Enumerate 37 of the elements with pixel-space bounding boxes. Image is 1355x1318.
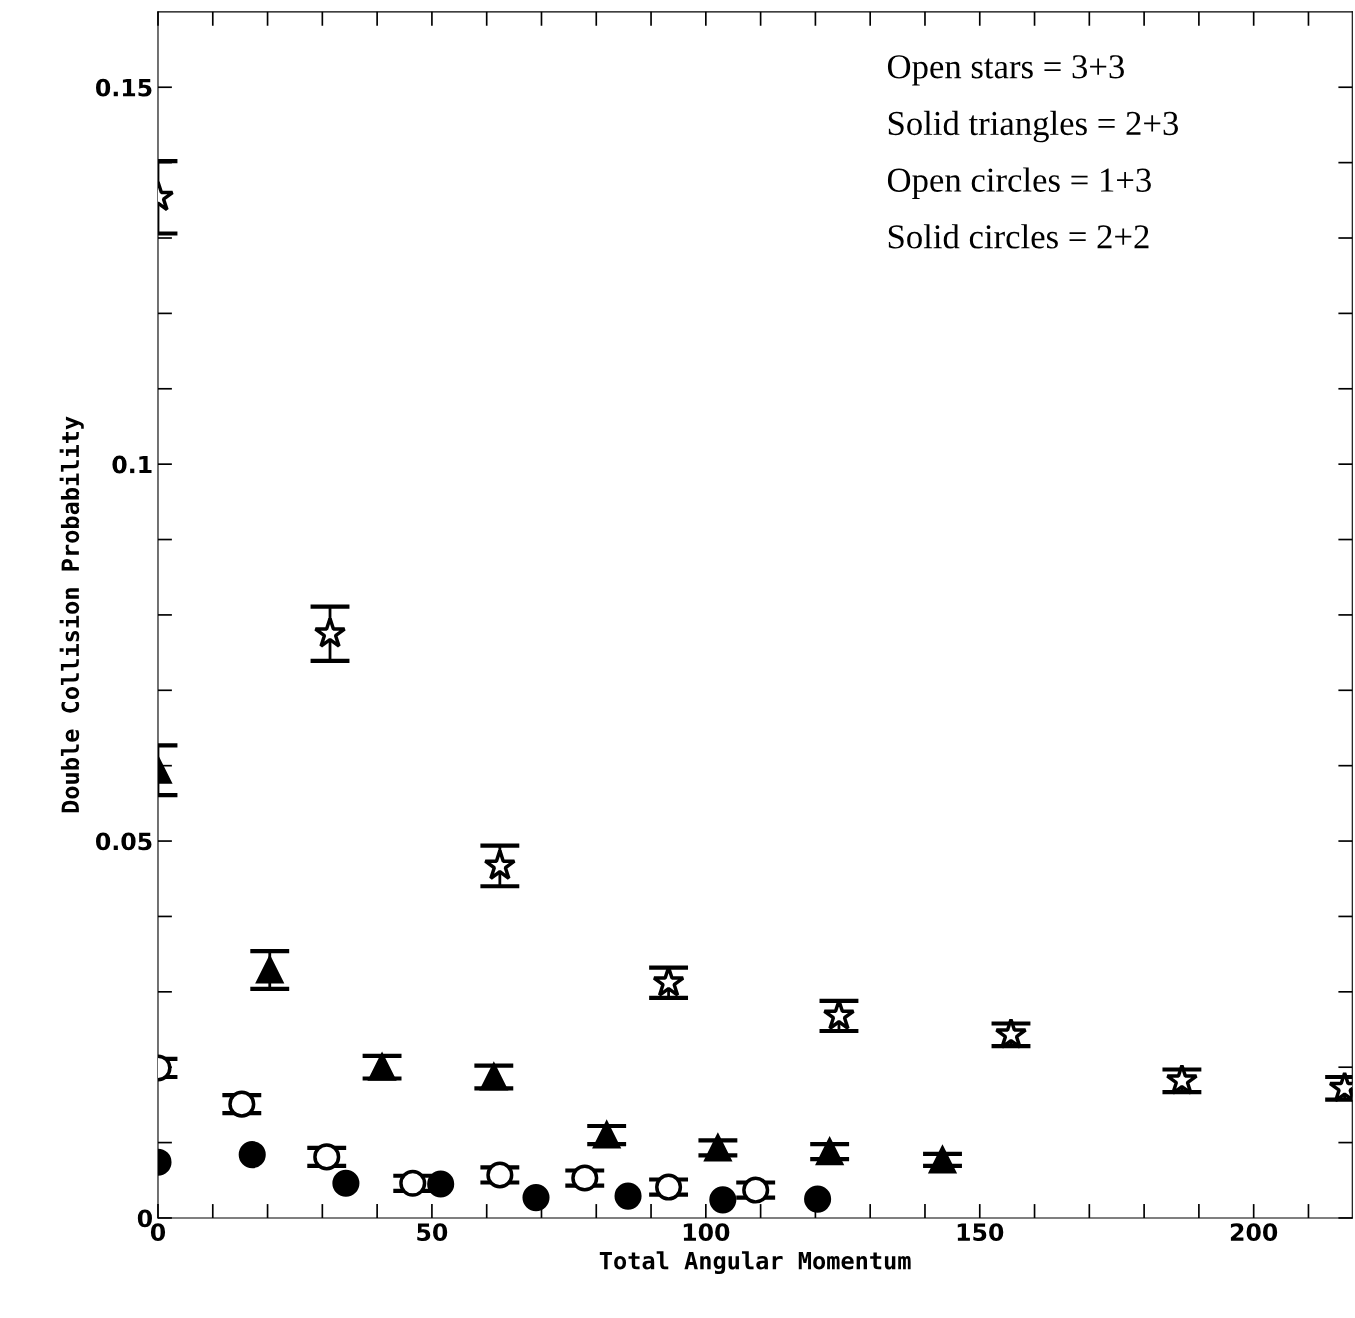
y-tick-label: 0.15	[96, 78, 152, 97]
point	[522, 1184, 550, 1212]
point	[332, 1169, 360, 1197]
x-axis-title: Total Angular Momentum	[599, 1251, 911, 1275]
point	[804, 1185, 832, 1213]
y-tick-label: 0.1	[112, 455, 152, 474]
point	[709, 1186, 737, 1214]
point	[480, 1063, 508, 1091]
x-tick-label: 150	[957, 1223, 1004, 1242]
x-tick-label: 200	[1230, 1223, 1278, 1242]
point	[427, 1170, 455, 1198]
annotation: Solid circles = 2+2	[888, 224, 1149, 249]
point	[742, 1176, 770, 1204]
x-tick-label: 50	[417, 1223, 448, 1242]
point	[313, 1143, 341, 1171]
y-tick-label: 0	[137, 1209, 152, 1228]
point	[571, 1164, 599, 1192]
point	[816, 1138, 844, 1166]
x-tick-label: 0	[150, 1223, 166, 1242]
point	[313, 616, 347, 648]
x-tick-label: 100	[683, 1223, 730, 1242]
y-axis-title: Double Collision Probability	[59, 416, 84, 813]
point	[399, 1169, 427, 1197]
point	[228, 1090, 256, 1118]
point	[592, 1119, 622, 1149]
y-tick-label: 0.05	[96, 832, 152, 851]
point	[238, 1141, 266, 1169]
point	[704, 1134, 732, 1162]
point	[655, 1173, 683, 1201]
point	[256, 956, 284, 984]
point	[928, 1146, 957, 1174]
annotation: Open circles = 1+3	[887, 167, 1151, 199]
point	[486, 1161, 514, 1189]
point	[614, 1182, 642, 1210]
point	[483, 848, 517, 881]
annotation: Solid triangles = 2+3	[888, 110, 1178, 143]
annotation: Open stars = 3+3	[887, 55, 1124, 86]
